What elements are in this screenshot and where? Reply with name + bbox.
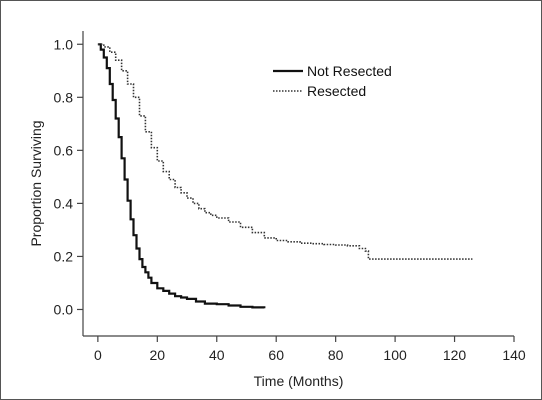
x-tick-label: 120 — [443, 347, 467, 363]
y-tick-label: 0.8 — [54, 89, 74, 105]
x-tick-label: 0 — [94, 347, 102, 363]
y-tick-label: 0.0 — [54, 301, 74, 317]
x-axis-title: Time (Months) — [254, 373, 344, 389]
x-tick-label: 140 — [502, 347, 526, 363]
y-tick-label: 0.2 — [54, 248, 74, 264]
y-tick-label: 1.0 — [54, 36, 74, 52]
series-line-resected — [97, 43, 473, 260]
x-tick-label: 100 — [383, 347, 407, 363]
series-line-not-resected — [97, 43, 266, 309]
x-tick-label: 80 — [328, 347, 344, 363]
y-tick-label: 0.6 — [54, 142, 74, 158]
legend-label-resected: Resected — [307, 83, 366, 99]
legend-label-not-resected: Not Resected — [307, 63, 392, 79]
chart-series-layer — [97, 43, 473, 309]
chart-legend: Not Resected Resected — [273, 63, 392, 99]
x-tick-label: 40 — [209, 347, 225, 363]
y-tick-label: 0.4 — [54, 195, 74, 211]
chart-axes — [82, 31, 514, 337]
x-tick-label: 20 — [150, 347, 166, 363]
x-tick-label: 60 — [268, 347, 284, 363]
y-axis-title: Proportion Surviving — [28, 120, 44, 246]
chart-ticks: 0 20 40 60 80 100 120 140 0.0 0.2 0.4 0.6 0.8 1.0 — [54, 36, 526, 363]
